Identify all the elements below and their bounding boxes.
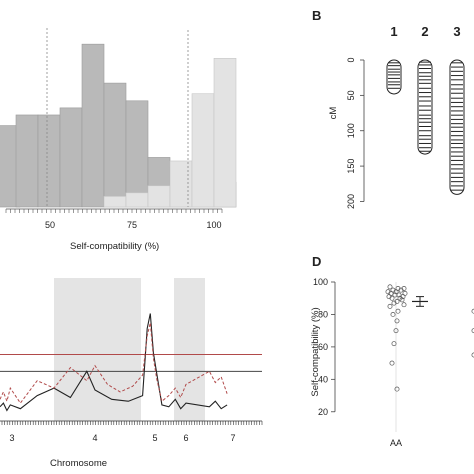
panel-a-bar-light — [191, 93, 215, 208]
panel-c-shaded-region — [54, 278, 141, 421]
panel-d-point — [393, 328, 399, 334]
panel-a-bar-dark — [59, 107, 83, 208]
panel-a-histogram: 50 75 100 — [0, 28, 237, 230]
panel-d-point — [401, 302, 407, 308]
panel-c-x-axis-label: Chromosome — [50, 458, 107, 469]
panel-a-bar-dark — [81, 43, 105, 208]
panel-d-y-axis-label: Self-compatibility (%) — [310, 307, 321, 396]
panel-a-bar-light — [147, 185, 171, 208]
panel-d-point — [391, 341, 397, 347]
panel-b-chromosome — [417, 59, 433, 155]
panel-b-tick-label: 150 — [346, 159, 356, 174]
panel-d-tick-label: 100 — [313, 277, 328, 287]
panel-d-tick-label: 20 — [318, 407, 328, 417]
panel-c-tick-label: 7 — [230, 433, 235, 443]
panel-a-bar-dark — [125, 100, 149, 208]
panel-d-tick-label: 40 — [318, 374, 328, 384]
panel-a-bar-light — [125, 192, 149, 208]
panel-b-linkage-map: 0 50 100 150 200 1 2 3 — [346, 24, 465, 209]
panel-c-tick-label: 6 — [183, 433, 188, 443]
panel-d-point — [399, 297, 405, 303]
panel-c-tick-label: 5 — [152, 433, 157, 443]
panel-d-tick-label: 60 — [318, 342, 328, 352]
panel-d-point — [387, 303, 393, 309]
panel-d-point — [387, 284, 393, 290]
panel-b-y-axis-label: cM — [328, 107, 339, 120]
panel-d-point — [389, 360, 395, 366]
panel-c-lod-line-solid — [0, 313, 228, 412]
panel-a-bar-light — [169, 160, 193, 208]
panel-b-chromosome — [386, 59, 402, 95]
panel-d-genotype-effect: 20 40 60 80 100 AA — [313, 277, 474, 448]
panel-d-point — [398, 287, 404, 293]
panel-a-x-axis-label: Self-compatibility (%) — [70, 241, 159, 252]
panel-b-chromosome-label: 2 — [421, 24, 428, 39]
panel-b-tick-label: 50 — [346, 90, 356, 100]
panel-d-point — [394, 386, 400, 392]
panel-c-qtl-scan: 3 4 5 6 7 — [0, 278, 263, 443]
panel-a-bar-dark — [37, 114, 61, 208]
panel-a-bar-dark — [15, 114, 39, 208]
panel-b-letter: B — [312, 8, 321, 23]
panel-d-point — [392, 292, 398, 298]
panel-b-chromosome-label: 1 — [390, 24, 397, 39]
panel-d-point — [395, 308, 401, 314]
panel-d-point — [394, 318, 400, 324]
panel-c-tick-label: 3 — [9, 433, 14, 443]
panel-a-bar-dark — [103, 82, 127, 208]
panel-d-category-label: AA — [390, 438, 402, 448]
panel-d-tick-label: 80 — [318, 309, 328, 319]
panel-b-tick-label: 0 — [346, 57, 356, 62]
panel-b-chromosome-label: 3 — [453, 24, 460, 39]
panel-a-bar-light — [213, 58, 237, 208]
panel-c-lod-line-dashed — [0, 322, 228, 404]
panel-a-bar-light — [103, 196, 127, 208]
panel-a-tick-label: 100 — [206, 220, 221, 230]
panel-d-point — [389, 295, 395, 301]
panel-a-tick-label: 50 — [45, 220, 55, 230]
panel-c-tick-label: 4 — [92, 433, 97, 443]
panel-d-point — [393, 289, 399, 295]
panel-d-letter: D — [312, 254, 321, 269]
panel-d-point — [390, 311, 396, 317]
panel-a-tick-label: 75 — [127, 220, 137, 230]
panel-b-tick-label: 100 — [346, 123, 356, 138]
panel-b-tick-label: 200 — [346, 194, 356, 209]
panel-d-point — [391, 300, 397, 306]
panel-c-shaded-region — [174, 278, 205, 421]
